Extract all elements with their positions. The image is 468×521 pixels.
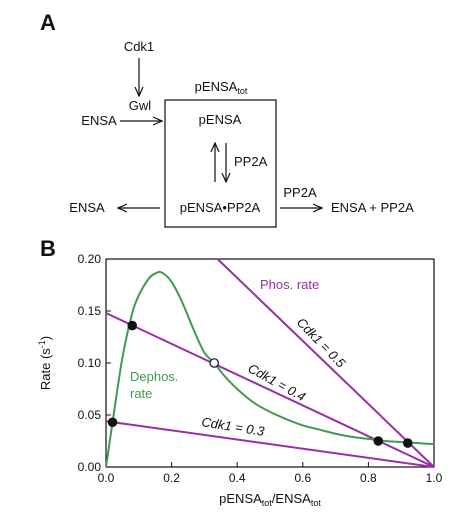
y-tick-label: 0.10 bbox=[78, 356, 102, 370]
box-title-sub: tot bbox=[237, 86, 248, 96]
dephos-rate-label-line2: rate bbox=[130, 386, 152, 401]
pensa-tot-box bbox=[164, 99, 277, 228]
x-tick-label: 0.4 bbox=[229, 471, 246, 485]
phos-rate-line bbox=[105, 420, 435, 468]
y-tick-label: 0.15 bbox=[78, 304, 102, 318]
panel-b-letter: B bbox=[40, 236, 56, 261]
x-axis-label: pENSAtot/ENSAtot bbox=[219, 491, 321, 508]
y-axis-label: Rate (s-1) bbox=[37, 336, 53, 390]
dephos-rate-label-line1: Dephos. bbox=[130, 369, 178, 384]
y-axis-label-end: ) bbox=[38, 336, 53, 340]
pp2a-outer-label: PP2A bbox=[283, 185, 317, 200]
y-tick-label: 0.05 bbox=[78, 408, 102, 422]
panel-a-diagram: A Cdk1 Gwl ENSA pENSAtot pENSA PP2A pENS… bbox=[40, 10, 414, 228]
complex-label: pENSA•PP2A bbox=[180, 200, 261, 215]
stable-steady-state-point bbox=[107, 417, 118, 428]
cdk1-label: Cdk1 bbox=[124, 39, 154, 54]
cdk1-0.5-label: Cdk1 = 0.5 bbox=[294, 315, 349, 371]
products-label: ENSA + PP2A bbox=[331, 200, 414, 215]
ensa-left-top: ENSA bbox=[81, 113, 117, 128]
stable-steady-state-point bbox=[127, 320, 138, 331]
phos-rate-line bbox=[216, 258, 435, 468]
dephos-rate-curve bbox=[105, 270, 435, 468]
panel-b-chart: B 0.0 0.2 0.4 0.6 0.8 1.0 0.00 0.05 0.10 0.15 0.2… bbox=[37, 236, 443, 508]
panel-a-letter: A bbox=[40, 10, 56, 35]
x-tick-label: 0.2 bbox=[163, 471, 180, 485]
steady-state-points bbox=[107, 320, 413, 448]
box-title: pENSAtot bbox=[195, 79, 248, 96]
x-axis-label-a: pENSA bbox=[219, 491, 262, 506]
y-tick-label: 0.00 bbox=[78, 460, 102, 474]
gwl-label: Gwl bbox=[129, 98, 152, 113]
x-tick-label: 0.6 bbox=[294, 471, 311, 485]
y-axis-label-main: Rate (s bbox=[38, 348, 53, 390]
pensa-label: pENSA bbox=[199, 112, 242, 127]
phos-rate-label: Phos. rate bbox=[260, 277, 319, 292]
x-axis-label-a-sub: tot bbox=[262, 498, 273, 508]
x-axis-ticks: 0.0 0.2 0.4 0.6 0.8 1.0 bbox=[98, 462, 443, 485]
stable-steady-state-point bbox=[402, 438, 413, 448]
stable-steady-state-point bbox=[373, 436, 384, 446]
ensa-left-bottom: ENSA bbox=[69, 200, 105, 215]
x-tick-label: 0.8 bbox=[360, 471, 377, 485]
x-axis-label-b: /ENSA bbox=[272, 491, 311, 506]
unstable-steady-state-point bbox=[209, 358, 220, 368]
x-tick-label: 0.0 bbox=[98, 471, 115, 485]
pp2a-inner-label: PP2A bbox=[234, 154, 268, 169]
y-axis-ticks: 0.00 0.05 0.10 0.15 0.20 bbox=[78, 252, 111, 474]
x-axis-label-b-sub: tot bbox=[311, 498, 322, 508]
y-axis-label-sup: -1 bbox=[37, 340, 47, 348]
y-tick-label: 0.20 bbox=[78, 252, 102, 266]
x-tick-label: 1.0 bbox=[426, 471, 443, 485]
box-title-main: pENSA bbox=[195, 79, 238, 94]
